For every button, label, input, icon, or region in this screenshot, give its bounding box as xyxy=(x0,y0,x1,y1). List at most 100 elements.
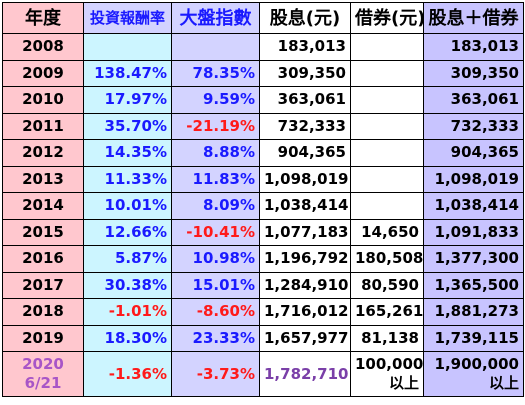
cell-lending xyxy=(350,139,424,167)
cell-lending: 80,590 xyxy=(350,271,424,299)
year-line: 2020 xyxy=(22,355,64,373)
cell-total: 732,333 xyxy=(423,112,524,140)
cell-total: 1,739,115 xyxy=(423,324,524,352)
cell-index: 23.33% xyxy=(171,324,260,352)
cell-index: -10.41% xyxy=(171,218,260,246)
cell-total: 1,881,273 xyxy=(423,298,524,326)
cell-total: 1,377,300 xyxy=(423,245,524,273)
cell-dividend: 904,365 xyxy=(259,139,351,167)
cell-dividend: 1,098,019 xyxy=(259,165,351,193)
total-value: 1,900,000 xyxy=(434,355,519,373)
cell-dividend: 1,284,910 xyxy=(259,271,351,299)
header-index: 大盤指數 xyxy=(171,2,260,34)
cell-dividend: 309,350 xyxy=(259,59,351,87)
header-lending: 借券(元) xyxy=(350,2,424,34)
cell-index xyxy=(171,33,260,61)
cell-year: 2017 xyxy=(2,271,84,299)
cell-year: 2008 xyxy=(2,33,84,61)
cell-year: 2020 6/21 xyxy=(2,351,84,397)
cell-year: 2016 xyxy=(2,245,84,273)
cell-total: 183,013 xyxy=(423,33,524,61)
index-value: -3.73% xyxy=(196,364,255,383)
total-note: 以上 xyxy=(488,374,519,392)
table-row: 2014 10.01% 8.09% 1,038,414 1,038,414 xyxy=(2,192,524,220)
cell-year: 2018 xyxy=(2,298,84,326)
cell-index: -3.73% xyxy=(171,351,260,397)
dividend-value: 1,782,710 xyxy=(264,364,349,383)
cell-return: 138.47% xyxy=(83,59,172,87)
cell-index: 9.59% xyxy=(171,86,260,114)
cell-dividend: 1,038,414 xyxy=(259,192,351,220)
cell-lending xyxy=(350,59,424,87)
cell-dividend: 1,716,012 xyxy=(259,298,351,326)
cell-index: 8.09% xyxy=(171,192,260,220)
table-row: 2009 138.47% 78.35% 309,350 309,350 xyxy=(2,59,524,87)
table-row: 2016 5.87% 10.98% 1,196,792 180,508 1,377,300 xyxy=(2,245,524,273)
cell-year: 2011 xyxy=(2,112,84,140)
table-row: 2012 14.35% 8.88% 904,365 904,365 xyxy=(2,139,524,167)
header-total: 股息＋借券 xyxy=(423,2,524,34)
header-return: 投資報酬率 xyxy=(83,2,172,34)
date-line: 6/21 xyxy=(24,374,62,392)
cell-lending: 100,000 以上 xyxy=(350,351,424,397)
cell-index: 78.35% xyxy=(171,59,260,87)
table-row: 2019 18.30% 23.33% 1,657,977 81,138 1,739,115 xyxy=(2,324,524,352)
return-value: -1.36% xyxy=(108,364,167,383)
cell-index: 10.98% xyxy=(171,245,260,273)
cell-lending: 81,138 xyxy=(350,324,424,352)
lending-note: 以上 xyxy=(388,374,419,392)
cell-return: 10.01% xyxy=(83,192,172,220)
cell-total: 1,900,000 以上 xyxy=(423,351,524,397)
cell-lending xyxy=(350,192,424,220)
cell-year: 2012 xyxy=(2,139,84,167)
cell-return: 18.30% xyxy=(83,324,172,352)
table-row: 2017 30.38% 15.01% 1,284,910 80,590 1,365,500 xyxy=(2,271,524,299)
cell-year: 2010 xyxy=(2,86,84,114)
table-body: 2008 183,013 183,013 2009 138.47% 78.35% 309,3… xyxy=(2,33,524,397)
cell-dividend: 363,061 xyxy=(259,86,351,114)
cell-year: 2009 xyxy=(2,59,84,87)
cell-dividend: 732,333 xyxy=(259,112,351,140)
investment-return-table: 年度 投資報酬率 大盤指數 股息(元) 借券(元) 股息＋借券 2008 183,… xyxy=(2,2,524,397)
cell-return: 11.33% xyxy=(83,165,172,193)
cell-lending: 165,261 xyxy=(350,298,424,326)
cell-year: 2019 xyxy=(2,324,84,352)
cell-total: 309,350 xyxy=(423,59,524,87)
cell-lending xyxy=(350,112,424,140)
cell-return xyxy=(83,33,172,61)
cell-year: 2014 xyxy=(2,192,84,220)
cell-lending: 180,508 xyxy=(350,245,424,273)
table-row: 2008 183,013 183,013 xyxy=(2,33,524,61)
table-row: 2010 17.97% 9.59% 363,061 363,061 xyxy=(2,86,524,114)
cell-index: 15.01% xyxy=(171,271,260,299)
cell-index: 8.88% xyxy=(171,139,260,167)
cell-return: 14.35% xyxy=(83,139,172,167)
cell-total: 904,365 xyxy=(423,139,524,167)
cell-dividend: 1,657,977 xyxy=(259,324,351,352)
table-row: 2011 35.70% -21.19% 732,333 732,333 xyxy=(2,112,524,140)
cell-index: -8.60% xyxy=(171,298,260,326)
lending-value: 100,000 xyxy=(355,355,424,373)
header-row: 年度 投資報酬率 大盤指數 股息(元) 借券(元) 股息＋借券 xyxy=(2,2,524,34)
cell-return: 17.97% xyxy=(83,86,172,114)
cell-lending xyxy=(350,86,424,114)
cell-return: 5.87% xyxy=(83,245,172,273)
table-row: 2015 12.66% -10.41% 1,077,183 14,650 1,091,83… xyxy=(2,218,524,246)
cell-total: 363,061 xyxy=(423,86,524,114)
table-row: 2018 -1.01% -8.60% 1,716,012 165,261 1,881,27… xyxy=(2,298,524,326)
header-year: 年度 xyxy=(2,2,84,34)
cell-total: 1,091,833 xyxy=(423,218,524,246)
cell-lending: 14,650 xyxy=(350,218,424,246)
cell-year: 2015 xyxy=(2,218,84,246)
cell-return: 12.66% xyxy=(83,218,172,246)
table-row-current: 2020 6/21 -1.36% -3.73% 1,782,710 100,000 以上 1,… xyxy=(2,351,524,397)
cell-index: -21.19% xyxy=(171,112,260,140)
cell-year: 2013 xyxy=(2,165,84,193)
header-dividend: 股息(元) xyxy=(259,2,351,34)
cell-index: 11.83% xyxy=(171,165,260,193)
cell-return: -1.01% xyxy=(83,298,172,326)
cell-total: 1,038,414 xyxy=(423,192,524,220)
cell-return: 35.70% xyxy=(83,112,172,140)
cell-lending xyxy=(350,165,424,193)
